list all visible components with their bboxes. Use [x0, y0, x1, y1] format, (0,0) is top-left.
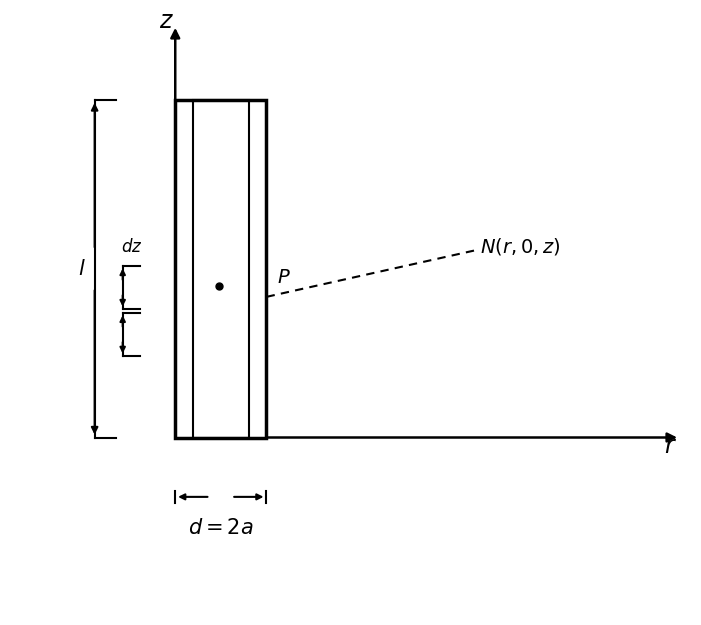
Text: $l$: $l$	[79, 259, 86, 279]
Text: $N(r,0,z)$: $N(r,0,z)$	[480, 236, 561, 258]
Text: $d=2a$: $d=2a$	[188, 518, 254, 538]
Bar	[175, 100, 266, 437]
Text: $z$: $z$	[159, 11, 175, 33]
Text: $r$: $r$	[664, 436, 676, 458]
Text: $dz$: $dz$	[121, 238, 142, 256]
Bar	[193, 100, 249, 437]
Text: $P$: $P$	[277, 269, 291, 287]
